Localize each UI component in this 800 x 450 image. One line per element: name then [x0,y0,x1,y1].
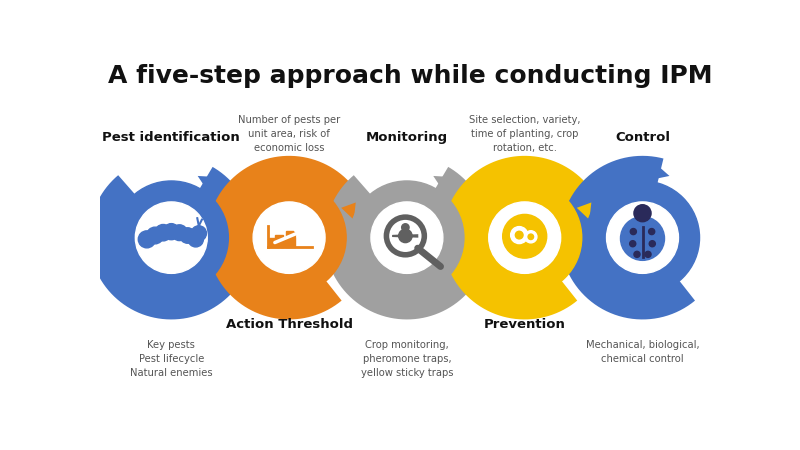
Text: Control: Control [615,130,670,144]
Ellipse shape [402,224,409,231]
Ellipse shape [171,225,187,241]
Ellipse shape [232,181,346,294]
Ellipse shape [502,214,546,258]
Text: Key pests
Pest lifecycle
Natural enemies: Key pests Pest lifecycle Natural enemies [130,340,213,378]
Ellipse shape [645,251,651,257]
Text: Site selection, variety,
time of planting, crop
rotation, etc.: Site selection, variety, time of plantin… [469,115,581,153]
Text: Mechanical, biological,
chemical control: Mechanical, biological, chemical control [586,340,699,364]
Ellipse shape [253,202,325,273]
Bar [275,235,283,247]
Ellipse shape [528,234,534,239]
Ellipse shape [510,227,528,243]
Ellipse shape [191,226,206,241]
Ellipse shape [489,202,561,273]
Bar [286,231,295,247]
Ellipse shape [163,224,179,240]
Ellipse shape [468,181,582,294]
Ellipse shape [398,229,412,243]
Text: Number of pests per
unit area, risk of
economic loss: Number of pests per unit area, risk of e… [238,115,340,153]
Text: Prevention: Prevention [484,318,566,331]
Ellipse shape [146,227,163,244]
Ellipse shape [634,205,651,222]
Ellipse shape [630,241,636,247]
Text: A five-step approach while conducting IPM: A five-step approach while conducting IP… [108,64,712,88]
Text: Monitoring: Monitoring [366,130,448,144]
Ellipse shape [155,225,171,241]
Ellipse shape [621,216,665,261]
Ellipse shape [515,231,523,239]
Ellipse shape [525,231,537,243]
Ellipse shape [634,251,640,257]
Ellipse shape [649,229,654,234]
Text: Pest identification: Pest identification [102,130,240,144]
Text: Action Threshold: Action Threshold [226,318,353,331]
Ellipse shape [586,181,699,294]
Ellipse shape [188,232,203,247]
Ellipse shape [350,181,464,294]
Ellipse shape [371,202,443,273]
Ellipse shape [114,181,228,294]
Bar [281,238,289,247]
Bar [270,238,278,247]
Ellipse shape [135,202,207,273]
Ellipse shape [180,228,195,243]
Ellipse shape [630,229,636,234]
Bar [519,246,530,251]
Text: Crop monitoring,
pheromone traps,
yellow sticky traps: Crop monitoring, pheromone traps, yellow… [361,340,453,378]
Ellipse shape [606,202,678,273]
Ellipse shape [650,241,655,247]
Ellipse shape [138,231,155,248]
